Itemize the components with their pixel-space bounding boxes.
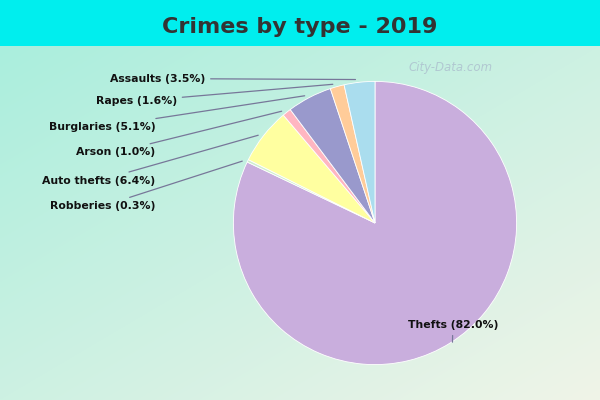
Wedge shape: [248, 115, 375, 223]
Text: Robberies (0.3%): Robberies (0.3%): [50, 161, 242, 211]
Text: Thefts (82.0%): Thefts (82.0%): [407, 320, 498, 342]
Wedge shape: [290, 89, 375, 223]
Wedge shape: [247, 160, 375, 223]
Wedge shape: [331, 85, 375, 223]
Text: Rapes (1.6%): Rapes (1.6%): [95, 84, 333, 106]
Text: Crimes by type - 2019: Crimes by type - 2019: [163, 17, 437, 37]
Text: Assaults (3.5%): Assaults (3.5%): [110, 74, 355, 84]
Wedge shape: [283, 110, 375, 223]
Text: Arson (1.0%): Arson (1.0%): [76, 111, 281, 157]
Text: City-Data.com: City-Data.com: [408, 62, 492, 74]
Wedge shape: [233, 81, 517, 364]
Text: Auto thefts (6.4%): Auto thefts (6.4%): [43, 135, 258, 186]
Wedge shape: [344, 81, 375, 223]
Text: Burglaries (5.1%): Burglaries (5.1%): [49, 96, 305, 132]
